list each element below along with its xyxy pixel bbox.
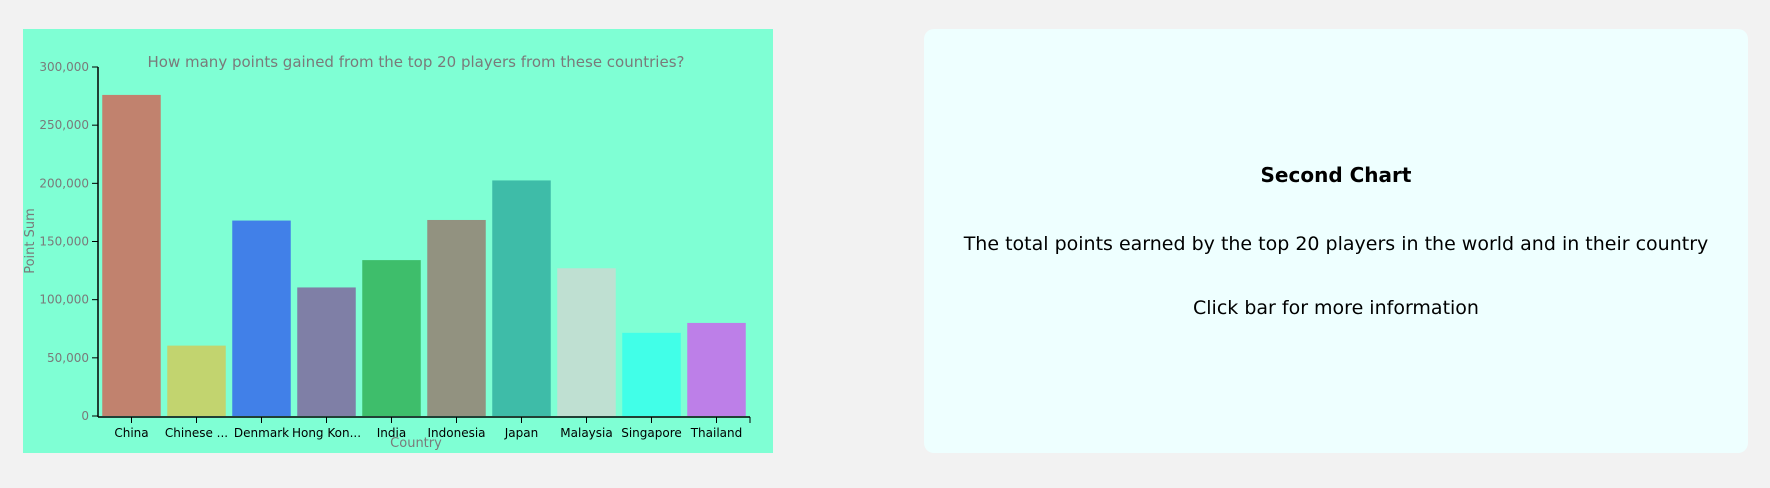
y-axis: 0 50,000 100,000 150,000 200,000 250,000 300,0… bbox=[39, 60, 99, 423]
chart-title: How many points gained from the top 20 p… bbox=[148, 53, 685, 71]
x-tick-label: Singapore bbox=[621, 426, 682, 440]
bars bbox=[102, 94, 746, 417]
x-tick-label: Malaysia bbox=[560, 426, 612, 440]
y-axis-label: Point Sum bbox=[23, 208, 38, 274]
bar-7[interactable] bbox=[492, 180, 551, 416]
bar-2[interactable] bbox=[167, 345, 226, 416]
y-tick-label: 150,000 bbox=[39, 235, 89, 249]
x-tick-label: India bbox=[377, 426, 406, 440]
y-tick-label: 300,000 bbox=[39, 60, 89, 74]
info-description: The total points earned by the top 20 pl… bbox=[963, 233, 1709, 255]
bar-10[interactable] bbox=[687, 322, 746, 416]
bar-6[interactable] bbox=[427, 219, 486, 416]
x-tick-label: Denmark bbox=[234, 426, 289, 440]
info-title: Second Chart bbox=[1260, 163, 1412, 187]
y-tick-label: 50,000 bbox=[47, 351, 89, 365]
bar-9[interactable] bbox=[622, 332, 681, 416]
y-tick-label: 200,000 bbox=[39, 176, 89, 190]
chart-panel: How many points gained from the top 20 p… bbox=[23, 29, 773, 453]
y-tick-label: 0 bbox=[81, 409, 89, 423]
x-axis-label: Country bbox=[390, 436, 442, 451]
y-tick-label: 100,000 bbox=[39, 293, 89, 307]
x-tick-label: Thailand bbox=[690, 426, 743, 440]
bar-5[interactable] bbox=[362, 260, 421, 416]
bar-4[interactable] bbox=[297, 287, 356, 416]
bar-8[interactable] bbox=[557, 268, 616, 416]
x-tick-label: Indonesia bbox=[427, 426, 485, 440]
bar-3[interactable] bbox=[232, 220, 291, 416]
x-tick-label: Japan bbox=[504, 426, 538, 440]
info-panel: Second Chart The total points earned by … bbox=[924, 29, 1748, 453]
bar-chart: How many points gained from the top 20 p… bbox=[23, 53, 751, 451]
x-axis: China Chinese ... Denmark Hong Kon... India I… bbox=[98, 416, 751, 440]
y-tick-label: 250,000 bbox=[39, 118, 89, 132]
bar-1[interactable] bbox=[102, 94, 161, 417]
info-hint: Click bar for more information bbox=[1193, 297, 1479, 319]
x-tick-label: Chinese ... bbox=[165, 426, 228, 440]
x-tick-label: China bbox=[114, 426, 148, 440]
x-tick-label: Hong Kon... bbox=[292, 426, 361, 440]
